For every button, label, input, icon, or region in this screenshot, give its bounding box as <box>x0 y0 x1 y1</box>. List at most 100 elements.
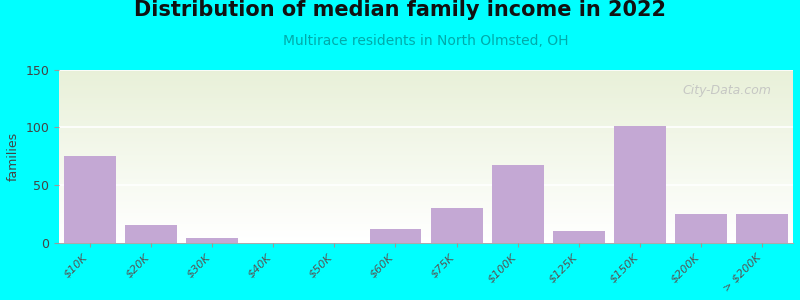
Bar <box>59 214 793 215</box>
Bar <box>59 129 793 130</box>
Bar <box>59 183 793 184</box>
Bar <box>59 107 793 108</box>
Bar <box>59 160 793 161</box>
Bar <box>59 187 793 188</box>
Bar <box>59 242 793 243</box>
Bar <box>59 124 793 125</box>
Bar <box>59 135 793 136</box>
Bar <box>59 194 793 195</box>
Bar <box>59 206 793 207</box>
Bar <box>59 161 793 162</box>
Bar <box>59 114 793 115</box>
Bar <box>59 146 793 147</box>
Bar <box>59 132 793 133</box>
Bar <box>59 95 793 96</box>
Bar <box>59 163 793 164</box>
Bar <box>59 207 793 208</box>
Bar <box>59 167 793 168</box>
Bar <box>59 224 793 225</box>
Bar <box>59 239 793 240</box>
Bar <box>59 96 793 97</box>
Bar <box>59 165 793 166</box>
Bar <box>59 236 793 237</box>
Bar <box>59 177 793 178</box>
Bar <box>59 168 793 169</box>
Bar <box>59 174 793 175</box>
Bar <box>492 165 544 243</box>
Bar <box>59 225 793 226</box>
Bar <box>59 122 793 123</box>
Bar <box>59 150 793 151</box>
Bar <box>59 212 793 213</box>
Bar <box>59 164 793 165</box>
Text: Distribution of median family income in 2022: Distribution of median family income in … <box>134 0 666 20</box>
Bar <box>59 200 793 201</box>
Bar <box>59 151 793 152</box>
Title: Multirace residents in North Olmsted, OH: Multirace residents in North Olmsted, OH <box>283 34 569 48</box>
Bar <box>59 94 793 95</box>
Bar <box>59 172 793 173</box>
Bar <box>59 134 793 135</box>
Bar <box>59 189 793 190</box>
Bar <box>59 160 793 161</box>
Bar <box>59 127 793 128</box>
Bar <box>59 185 793 186</box>
Bar <box>59 83 793 84</box>
Bar <box>59 85 793 86</box>
Bar <box>64 156 116 243</box>
Bar <box>59 87 793 88</box>
Bar <box>59 138 793 139</box>
Bar <box>59 100 793 101</box>
Bar <box>59 153 793 154</box>
Bar <box>59 166 793 167</box>
Bar <box>59 126 793 127</box>
Bar <box>59 213 793 214</box>
Bar <box>59 154 793 155</box>
Bar <box>59 170 793 171</box>
Bar <box>59 158 793 159</box>
Bar <box>59 149 793 150</box>
Bar <box>59 78 793 79</box>
Bar <box>737 214 789 243</box>
Bar <box>59 193 793 194</box>
Bar <box>59 155 793 156</box>
Bar <box>59 176 793 177</box>
Bar <box>59 76 793 77</box>
Bar <box>59 108 793 109</box>
Bar <box>59 233 793 234</box>
Bar <box>59 128 793 129</box>
Bar <box>370 229 422 243</box>
Bar <box>59 182 793 183</box>
Bar <box>614 126 666 243</box>
Bar <box>59 226 793 227</box>
Bar <box>59 136 793 137</box>
Bar <box>59 110 793 111</box>
Bar <box>59 98 793 99</box>
Bar <box>59 195 793 196</box>
Bar <box>59 211 793 212</box>
Bar <box>59 230 793 231</box>
Bar <box>59 91 793 92</box>
Bar <box>59 204 793 205</box>
Bar <box>186 238 238 243</box>
Bar <box>59 210 793 211</box>
Bar <box>59 147 793 148</box>
Bar <box>59 223 793 224</box>
Bar <box>59 190 793 191</box>
Bar <box>59 90 793 91</box>
Bar <box>59 198 793 199</box>
Bar <box>59 227 793 228</box>
Bar <box>59 102 793 103</box>
Bar <box>59 131 793 132</box>
Bar <box>59 106 793 107</box>
Bar <box>59 105 793 106</box>
Bar <box>59 237 793 238</box>
Bar <box>59 125 793 126</box>
Bar <box>59 123 793 124</box>
Bar <box>59 234 793 235</box>
Bar <box>59 89 793 90</box>
Bar <box>59 88 793 89</box>
Bar <box>59 145 793 146</box>
Bar <box>59 238 793 239</box>
Bar <box>59 228 793 229</box>
